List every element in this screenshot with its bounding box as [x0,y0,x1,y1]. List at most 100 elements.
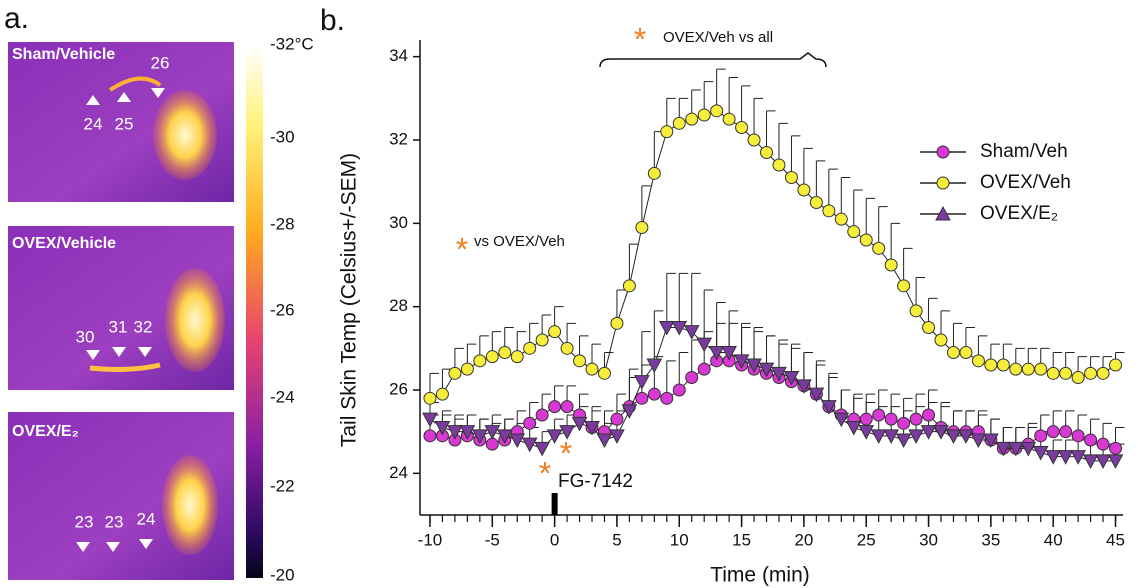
data-point [510,350,524,364]
data-point [1020,441,1037,457]
arrows [86,347,152,360]
data-point [922,408,936,422]
data-point [1071,429,1085,443]
x-tick-label: 30 [919,530,938,549]
image-title: Sham/Vehicle [12,46,115,63]
data-point [548,400,562,414]
error-bar [803,147,813,190]
asterisk: * [456,231,468,267]
asterisk: * [539,455,551,491]
data-point [870,429,887,444]
error-bar [728,310,739,353]
data-point [784,171,798,184]
error-bar [666,272,676,328]
error-bar [728,77,739,120]
data-point [708,346,725,361]
y-tick-label: 28 [389,296,408,315]
data-point [660,391,674,405]
data-point [523,416,537,430]
data-point [434,421,451,436]
x-tick-label: 5 [612,530,621,549]
panel-label: b. [320,4,345,37]
data-point [423,429,437,443]
data-point [1071,371,1085,384]
data-point [859,412,873,426]
data-point [822,204,836,218]
legend-marker [936,145,950,159]
error-bar [853,189,863,232]
y-tick-label: 30 [389,213,408,232]
data-point [959,346,973,359]
reading: 24 [137,509,156,528]
data-point [523,341,537,355]
colorbar-label: -26 [270,300,295,319]
data-point [535,408,549,422]
data-point [498,346,512,359]
y-tick-label: 32 [389,129,408,148]
data-point [1034,429,1048,443]
reading: 31 [109,317,128,336]
x-tick-label: 20 [794,530,813,549]
x-tick-label: -5 [485,530,500,549]
data-point [448,366,462,380]
data-point [635,221,649,234]
data-point [423,391,437,405]
data-point [933,425,949,440]
data-point [697,362,711,376]
data-point [685,371,699,384]
colorbar-label: -32°C [270,34,314,53]
data-point [509,433,526,449]
data-point [596,433,613,449]
data-point [485,350,499,364]
reading: 26 [151,53,170,72]
error-bar [641,331,651,382]
image-title: OVEX/Vehicle [12,235,116,252]
data-point [621,404,638,419]
data-point [897,416,911,430]
data-point [1059,366,1073,380]
legend-label: Sham/Veh [980,141,1068,162]
data-point [721,346,737,361]
colorbar-label: -22 [270,476,295,495]
x-tick-label: 45 [1106,530,1125,549]
arrows [76,539,153,552]
reading: 25 [115,114,134,133]
data-point [1084,366,1098,380]
data-point [672,116,686,130]
data-point [584,421,600,436]
error-bar [890,222,901,265]
x-tick-label: -10 [418,530,443,549]
x-tick-label: 0 [550,530,559,549]
data-point [1045,450,1062,465]
data-point [422,412,438,428]
data-point [908,429,924,444]
data-point [471,429,488,444]
data-point [560,400,574,414]
x-tick-label: 10 [670,530,689,549]
y-axis-label: Tail Skin Temp (Celsius+/-SEM) [338,153,361,447]
data-point [548,325,562,339]
data-point [920,425,937,440]
data-point [858,425,875,440]
error-bar [678,272,689,328]
reading: 23 [75,512,94,531]
data-point [597,366,611,380]
data-point [1107,454,1124,469]
error-bar [653,310,664,365]
data-point [733,354,750,369]
data-point [559,425,575,440]
data-point [1057,450,1074,465]
error-bar [691,272,701,332]
data-point [685,112,699,126]
data-point [735,121,749,134]
legend-marker [935,205,951,221]
data-point [460,362,474,376]
error-bar [716,68,726,111]
data-point [672,383,686,397]
data-point [660,125,674,139]
data-point [1046,366,1060,380]
injection-marker [551,493,558,515]
data-point [872,408,886,422]
data-point [845,421,862,436]
data-point [797,183,811,197]
